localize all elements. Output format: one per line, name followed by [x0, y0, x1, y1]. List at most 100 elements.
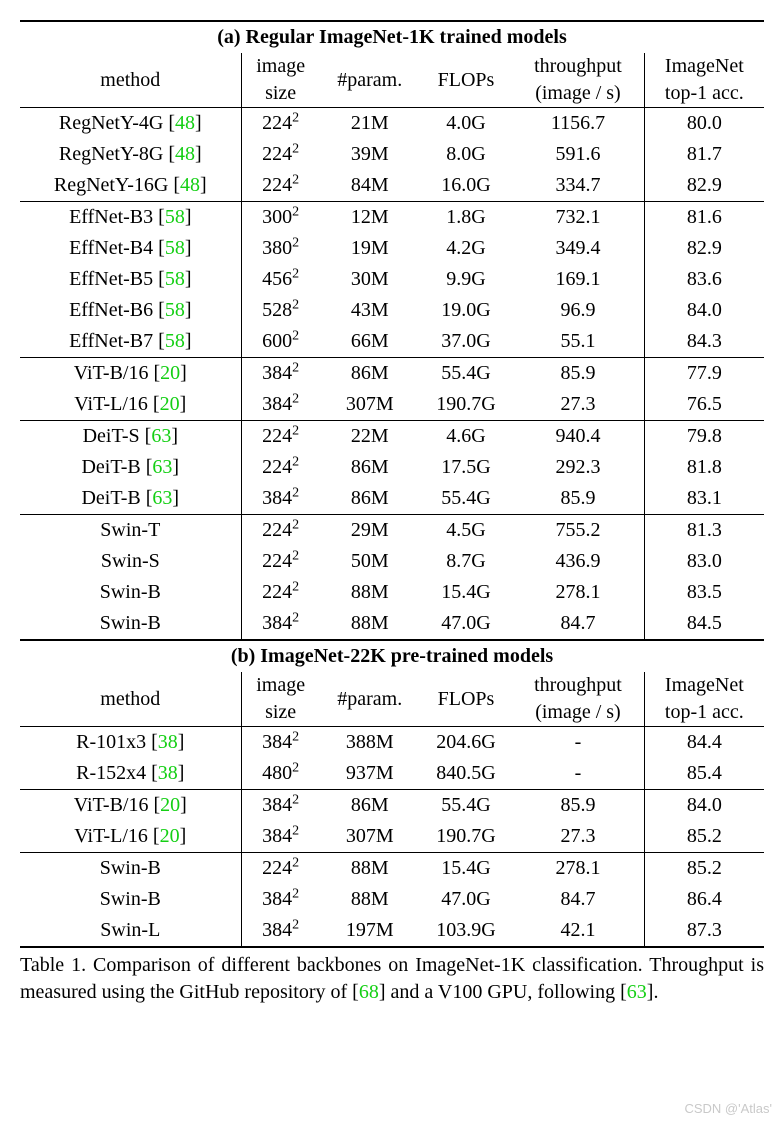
- column-header: image: [241, 53, 320, 80]
- acc-cell: 85.2: [644, 821, 764, 853]
- acc-cell: 84.5: [644, 608, 764, 640]
- cite: 58: [165, 206, 185, 228]
- cite: 63: [152, 487, 172, 509]
- table-row: DeiT-B [63]224286M17.5G292.381.8: [20, 452, 764, 483]
- flops-cell: 47.0G: [420, 884, 512, 915]
- flops-cell: 190.7G: [420, 821, 512, 853]
- column-header: FLOPs: [420, 672, 512, 727]
- image-size-cell: 3842: [241, 483, 320, 515]
- table-row: EffNet-B3 [58]300212M1.8G732.181.6: [20, 202, 764, 234]
- flops-cell: 204.6G: [420, 727, 512, 759]
- method-cell: Swin-B: [20, 853, 241, 885]
- column-header: #param.: [320, 53, 420, 108]
- column-header: method: [20, 672, 241, 727]
- param-cell: 22M: [320, 421, 420, 453]
- image-size-cell: 3002: [241, 202, 320, 234]
- table-row: ViT-L/16 [20]3842307M190.7G27.376.5: [20, 389, 764, 421]
- method-cell: DeiT-B [63]: [20, 483, 241, 515]
- param-cell: 88M: [320, 853, 420, 885]
- image-size-cell: 3802: [241, 233, 320, 264]
- image-size-cell: 2242: [241, 546, 320, 577]
- image-size-cell: 3842: [241, 389, 320, 421]
- throughput-cell: 292.3: [512, 452, 644, 483]
- throughput-cell: 85.9: [512, 358, 644, 390]
- image-size-cell: 3842: [241, 821, 320, 853]
- acc-cell: 82.9: [644, 233, 764, 264]
- param-cell: 21M: [320, 108, 420, 140]
- acc-cell: 76.5: [644, 389, 764, 421]
- flops-cell: 8.7G: [420, 546, 512, 577]
- table-row: Swin-B224288M15.4G278.183.5: [20, 577, 764, 608]
- acc-cell: 84.4: [644, 727, 764, 759]
- column-header: throughput: [512, 53, 644, 80]
- image-size-cell: 2242: [241, 170, 320, 202]
- flops-cell: 16.0G: [420, 170, 512, 202]
- throughput-cell: 755.2: [512, 515, 644, 547]
- table-row: R-152x4 [38]4802937M840.5G-85.4: [20, 758, 764, 790]
- throughput-cell: 85.9: [512, 483, 644, 515]
- param-cell: 19M: [320, 233, 420, 264]
- table-row: ViT-B/16 [20]384286M55.4G85.977.9: [20, 358, 764, 390]
- throughput-cell: 732.1: [512, 202, 644, 234]
- throughput-cell: -: [512, 758, 644, 790]
- method-cell: Swin-T: [20, 515, 241, 547]
- column-header: ImageNet: [644, 53, 764, 80]
- param-cell: 66M: [320, 326, 420, 358]
- param-cell: 307M: [320, 821, 420, 853]
- cite: 58: [165, 268, 185, 290]
- watermark: CSDN @'Atlas': [684, 1101, 772, 1116]
- cite: 58: [165, 237, 185, 259]
- flops-cell: 4.5G: [420, 515, 512, 547]
- throughput-cell: 278.1: [512, 577, 644, 608]
- throughput-cell: 27.3: [512, 389, 644, 421]
- method-cell: RegNetY-16G [48]: [20, 170, 241, 202]
- acc-cell: 81.3: [644, 515, 764, 547]
- method-cell: EffNet-B5 [58]: [20, 264, 241, 295]
- method-cell: EffNet-B3 [58]: [20, 202, 241, 234]
- column-header: ImageNet: [644, 672, 764, 699]
- flops-cell: 190.7G: [420, 389, 512, 421]
- acc-cell: 83.1: [644, 483, 764, 515]
- cite: 20: [160, 794, 180, 816]
- method-cell: RegNetY-4G [48]: [20, 108, 241, 140]
- param-cell: 86M: [320, 483, 420, 515]
- cite: 20: [160, 393, 180, 415]
- flops-cell: 15.4G: [420, 577, 512, 608]
- cite: 38: [158, 762, 178, 784]
- table-row: Swin-L3842197M103.9G42.187.3: [20, 915, 764, 947]
- flops-cell: 47.0G: [420, 608, 512, 640]
- image-size-cell: 2242: [241, 139, 320, 170]
- method-cell: EffNet-B6 [58]: [20, 295, 241, 326]
- image-size-cell: 2242: [241, 577, 320, 608]
- table-row: RegNetY-8G [48]224239M8.0G591.681.7: [20, 139, 764, 170]
- acc-cell: 85.4: [644, 758, 764, 790]
- flops-cell: 840.5G: [420, 758, 512, 790]
- flops-cell: 55.4G: [420, 358, 512, 390]
- caption-cite-2: 63: [627, 981, 647, 1003]
- image-size-cell: 2242: [241, 515, 320, 547]
- method-cell: DeiT-S [63]: [20, 421, 241, 453]
- throughput-cell: 591.6: [512, 139, 644, 170]
- table-row: EffNet-B7 [58]600266M37.0G55.184.3: [20, 326, 764, 358]
- image-size-cell: 3842: [241, 608, 320, 640]
- image-size-cell: 3842: [241, 915, 320, 947]
- table-row: RegNetY-16G [48]224284M16.0G334.782.9: [20, 170, 764, 202]
- param-cell: 12M: [320, 202, 420, 234]
- param-cell: 88M: [320, 577, 420, 608]
- method-cell: ViT-B/16 [20]: [20, 790, 241, 822]
- method-cell: DeiT-B [63]: [20, 452, 241, 483]
- image-size-cell: 4802: [241, 758, 320, 790]
- table-row: Swin-B384288M47.0G84.784.5: [20, 608, 764, 640]
- image-size-cell: 5282: [241, 295, 320, 326]
- flops-cell: 37.0G: [420, 326, 512, 358]
- image-size-cell: 2242: [241, 421, 320, 453]
- table-row: R-101x3 [38]3842388M204.6G-84.4: [20, 727, 764, 759]
- acc-cell: 85.2: [644, 853, 764, 885]
- method-cell: ViT-L/16 [20]: [20, 821, 241, 853]
- flops-cell: 4.6G: [420, 421, 512, 453]
- table-row: ViT-B/16 [20]384286M55.4G85.984.0: [20, 790, 764, 822]
- table-row: Swin-S224250M8.7G436.983.0: [20, 546, 764, 577]
- table-caption: Table 1. Comparison of different backbon…: [20, 952, 764, 1006]
- param-cell: 43M: [320, 295, 420, 326]
- method-cell: EffNet-B7 [58]: [20, 326, 241, 358]
